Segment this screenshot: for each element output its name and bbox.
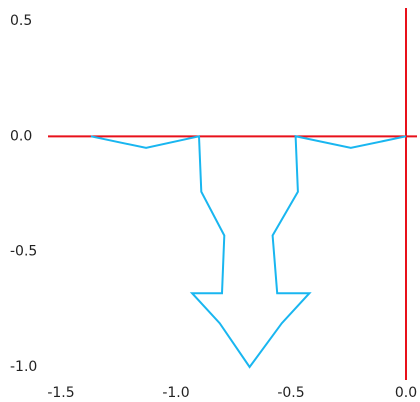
x-tick-label: -1.0 [162,385,189,401]
axes-layer [48,8,417,380]
x-tick-label: 0.0 [395,385,417,401]
y-tick-label: 0.0 [10,128,32,144]
y-tick-label: 0.5 [10,13,32,29]
x-tick-label: -1.5 [47,385,74,401]
series-line-0 [90,135,407,369]
tick-labels: 0.5 0.0 -0.5 -1.0 -1.5 -1.0 -0.5 0.0 [10,13,417,401]
x-tick-label: -0.5 [277,385,304,401]
y-tick-label: -0.5 [10,244,37,260]
y-tick-label: -1.0 [10,359,37,375]
series-layer [90,135,407,369]
